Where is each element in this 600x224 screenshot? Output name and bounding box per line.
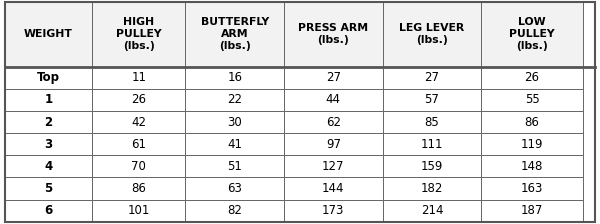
Bar [185, 155, 284, 177]
Text: 144: 144 [322, 182, 344, 195]
Bar [284, 89, 383, 111]
Bar [383, 177, 481, 200]
Text: 22: 22 [227, 93, 242, 106]
Text: 44: 44 [326, 93, 341, 106]
Bar [185, 133, 284, 155]
Bar [481, 155, 583, 177]
Bar [383, 89, 481, 111]
Text: 16: 16 [227, 71, 242, 84]
Bar [284, 133, 383, 155]
Text: PRESS ARM
(lbs.): PRESS ARM (lbs.) [298, 23, 368, 45]
Bar [284, 177, 383, 200]
Text: 27: 27 [424, 71, 439, 84]
Text: 62: 62 [326, 116, 341, 129]
Bar [383, 200, 481, 222]
Text: 82: 82 [227, 204, 242, 217]
Bar [92, 155, 185, 177]
Text: 3: 3 [44, 138, 53, 151]
Bar [5, 111, 92, 133]
Text: 11: 11 [131, 71, 146, 84]
Text: HIGH
PULLEY
(lbs.): HIGH PULLEY (lbs.) [116, 17, 161, 51]
Text: 51: 51 [227, 160, 242, 173]
Text: 119: 119 [521, 138, 543, 151]
Text: 26: 26 [131, 93, 146, 106]
Bar [92, 177, 185, 200]
Bar [383, 111, 481, 133]
Bar [284, 200, 383, 222]
Text: 159: 159 [421, 160, 443, 173]
Bar [383, 67, 481, 89]
Text: 163: 163 [521, 182, 543, 195]
Bar [481, 111, 583, 133]
Bar [5, 155, 92, 177]
Text: WEIGHT: WEIGHT [24, 29, 73, 39]
Bar [5, 200, 92, 222]
Bar [92, 133, 185, 155]
Bar [5, 133, 92, 155]
Bar [185, 67, 284, 89]
Bar [481, 89, 583, 111]
Bar [383, 133, 481, 155]
Text: 85: 85 [425, 116, 439, 129]
Bar [5, 67, 92, 89]
Bar [185, 2, 284, 67]
Bar [383, 155, 481, 177]
Text: 63: 63 [227, 182, 242, 195]
Text: 148: 148 [521, 160, 543, 173]
Bar [481, 200, 583, 222]
Bar [481, 177, 583, 200]
Text: 182: 182 [421, 182, 443, 195]
Text: 55: 55 [524, 93, 539, 106]
Bar [481, 2, 583, 67]
Text: 41: 41 [227, 138, 242, 151]
Text: 42: 42 [131, 116, 146, 129]
Bar [92, 200, 185, 222]
Text: 127: 127 [322, 160, 344, 173]
Bar [284, 111, 383, 133]
Text: 111: 111 [421, 138, 443, 151]
Bar [383, 2, 481, 67]
Text: LOW
PULLEY
(lbs.): LOW PULLEY (lbs.) [509, 17, 555, 51]
Text: 2: 2 [44, 116, 53, 129]
Text: 26: 26 [524, 71, 539, 84]
Text: LEG LEVER
(lbs.): LEG LEVER (lbs.) [400, 23, 464, 45]
Bar [92, 111, 185, 133]
Text: 27: 27 [326, 71, 341, 84]
Bar [284, 67, 383, 89]
Text: 6: 6 [44, 204, 53, 217]
Text: 97: 97 [326, 138, 341, 151]
Text: 5: 5 [44, 182, 53, 195]
Bar [5, 177, 92, 200]
Text: 86: 86 [524, 116, 539, 129]
Text: 214: 214 [421, 204, 443, 217]
Text: 187: 187 [521, 204, 543, 217]
Bar [92, 89, 185, 111]
Text: 86: 86 [131, 182, 146, 195]
Bar [185, 177, 284, 200]
Bar [185, 89, 284, 111]
Bar [284, 155, 383, 177]
Text: Top: Top [37, 71, 60, 84]
Text: 57: 57 [425, 93, 439, 106]
Text: 173: 173 [322, 204, 344, 217]
Text: 61: 61 [131, 138, 146, 151]
Bar [185, 200, 284, 222]
Bar [185, 111, 284, 133]
Text: 1: 1 [44, 93, 53, 106]
Bar [92, 67, 185, 89]
Bar [481, 67, 583, 89]
Bar [5, 89, 92, 111]
Bar [284, 2, 383, 67]
Bar [5, 2, 92, 67]
Text: 70: 70 [131, 160, 146, 173]
Text: BUTTERFLY
ARM
(lbs.): BUTTERFLY ARM (lbs.) [200, 17, 269, 51]
Text: 30: 30 [227, 116, 242, 129]
Bar [481, 133, 583, 155]
Bar [92, 2, 185, 67]
Text: 101: 101 [128, 204, 150, 217]
Text: 4: 4 [44, 160, 53, 173]
